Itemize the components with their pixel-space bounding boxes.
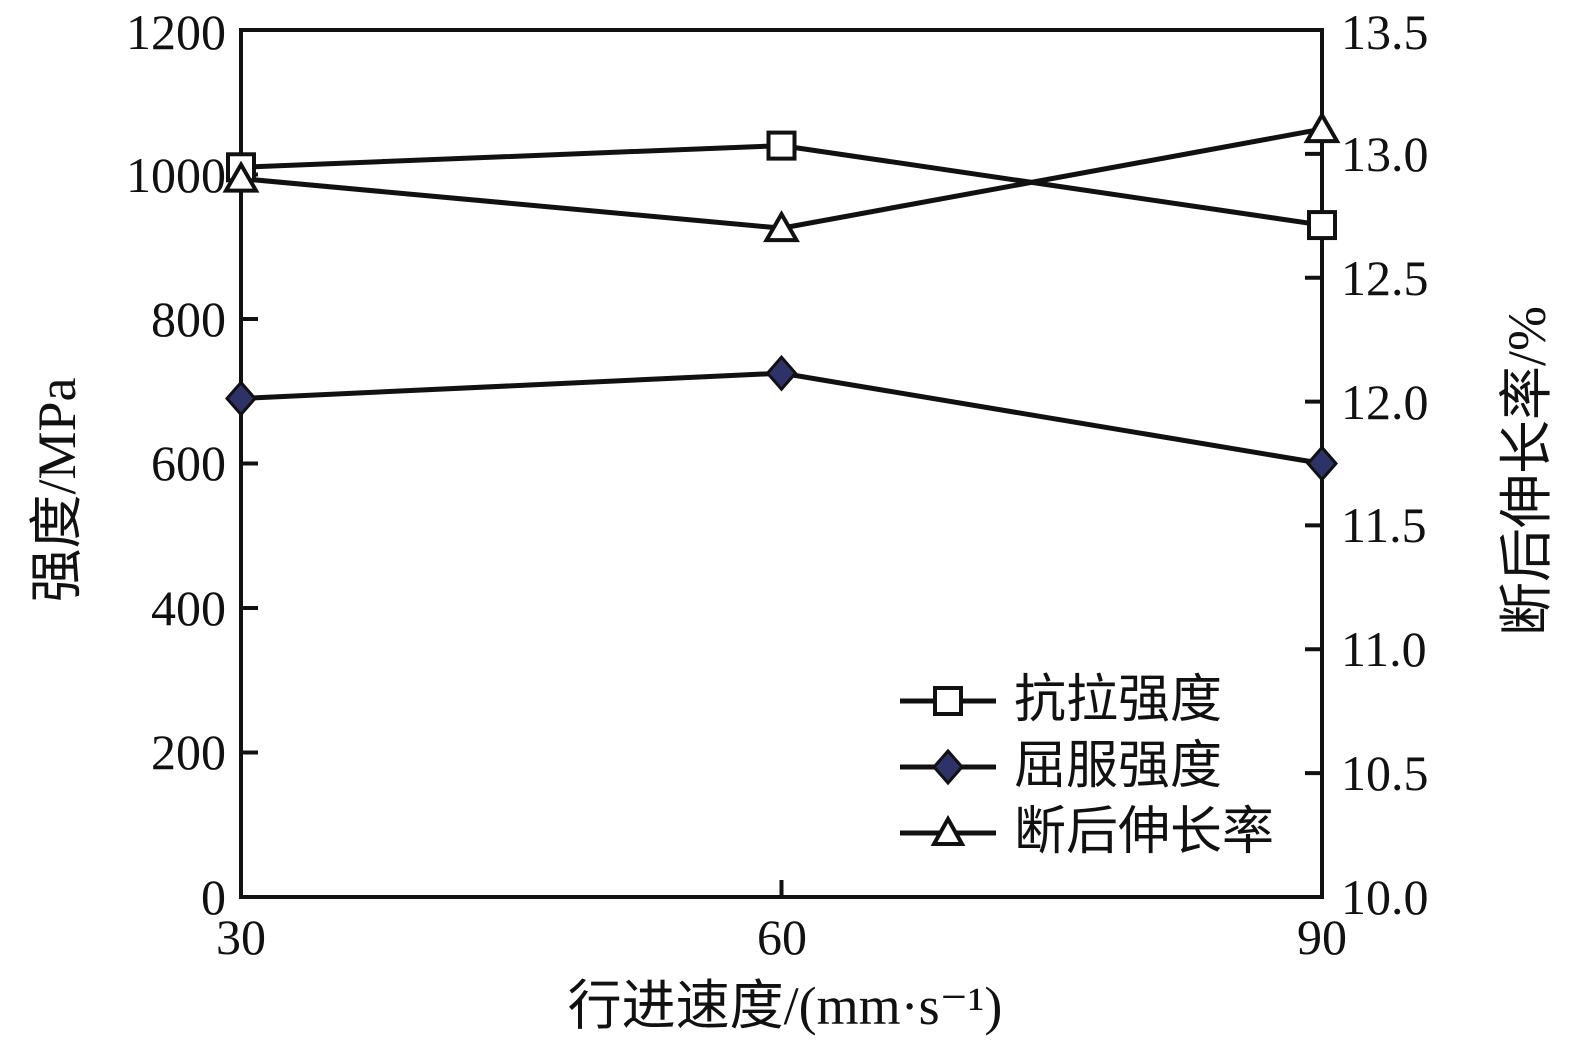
legend-label-yield-strength: 屈服强度 — [1014, 738, 1223, 795]
right-ytick-11.5: 11.5 — [1341, 497, 1427, 553]
left-ytick-1000: 1000 — [126, 147, 226, 203]
legend-row-tensile-strength: 抗拉强度 — [898, 668, 1274, 734]
triangle-marker — [222, 160, 260, 193]
xtick-90: 90 — [1297, 909, 1347, 965]
left-ytick-1200: 1200 — [126, 4, 226, 60]
right-ytick-12.0: 12.0 — [1341, 374, 1429, 430]
diamond-marker — [1306, 445, 1338, 482]
legend-row-yield-strength: 屈服强度 — [898, 734, 1274, 800]
square-marker — [1307, 210, 1337, 241]
legend-row-elongation: 断后伸长率 — [898, 800, 1274, 866]
xtick-60: 60 — [757, 909, 807, 965]
right-ytick-13.0: 13.0 — [1341, 126, 1429, 182]
xtick-30: 30 — [216, 909, 266, 965]
x-axis-title: 行进速度/(mm·s⁻¹) — [567, 976, 1003, 1036]
right-ytick-12.5: 12.5 — [1341, 250, 1429, 306]
left-ytick-200: 200 — [151, 724, 226, 780]
right-y-axis-title: 断后伸长率/% — [1497, 306, 1557, 636]
left-ytick-400: 400 — [151, 580, 226, 636]
triangle-marker — [763, 210, 800, 243]
right-ytick-10.5: 10.5 — [1341, 745, 1429, 801]
triangle-marker-icon — [898, 810, 998, 856]
right-ytick-10.0: 10.0 — [1341, 869, 1429, 925]
left-y-axis-title: 强度/MPa — [27, 377, 87, 603]
triangle-marker — [1303, 111, 1341, 144]
square-marker-icon — [898, 678, 998, 724]
diamond-marker-icon — [898, 744, 998, 790]
legend: 抗拉强度 屈服强度 断后伸长率 — [898, 668, 1274, 866]
diamond-marker — [225, 380, 257, 417]
left-ytick-600: 600 — [151, 435, 226, 491]
left-ytick-0: 0 — [201, 869, 226, 925]
right-ytick-13.5: 13.5 — [1341, 4, 1429, 60]
legend-label-elongation: 断后伸长率 — [1014, 804, 1275, 861]
left-ytick-800: 800 — [151, 291, 226, 347]
diamond-marker — [765, 354, 798, 392]
legend-label-tensile-strength: 抗拉强度 — [1014, 672, 1223, 729]
right-ytick-11.0: 11.0 — [1341, 621, 1427, 677]
square-marker — [766, 130, 797, 161]
